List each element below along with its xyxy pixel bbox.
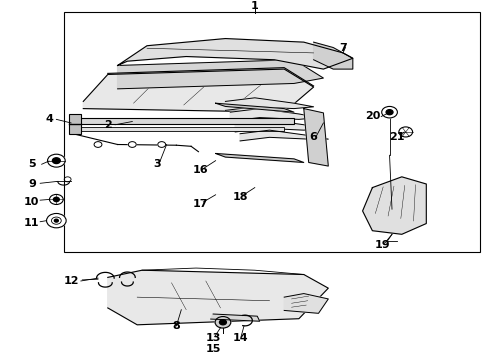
Polygon shape (216, 103, 294, 112)
Text: 21: 21 (389, 132, 405, 142)
Text: 11: 11 (24, 218, 40, 228)
Circle shape (94, 141, 102, 147)
Circle shape (49, 194, 63, 204)
Circle shape (128, 141, 136, 147)
Text: 15: 15 (205, 344, 221, 354)
Text: 4: 4 (45, 114, 53, 124)
Text: 3: 3 (153, 159, 161, 169)
Polygon shape (225, 98, 314, 111)
Bar (78, 118, 294, 125)
Circle shape (47, 213, 66, 228)
Circle shape (215, 316, 231, 328)
Polygon shape (108, 270, 328, 325)
Text: 16: 16 (193, 165, 209, 175)
Polygon shape (314, 42, 353, 69)
Text: 20: 20 (365, 111, 380, 121)
Circle shape (386, 110, 393, 115)
Text: 14: 14 (232, 333, 248, 343)
Polygon shape (304, 109, 328, 166)
Circle shape (54, 219, 58, 222)
Circle shape (399, 127, 413, 137)
Text: 1: 1 (251, 1, 259, 11)
Text: 19: 19 (374, 240, 390, 250)
Text: 5: 5 (28, 159, 36, 169)
Text: 2: 2 (104, 120, 112, 130)
Circle shape (158, 141, 166, 147)
Bar (64, 12, 480, 252)
Polygon shape (284, 293, 328, 313)
Bar (78, 127, 284, 131)
Text: 8: 8 (172, 321, 180, 331)
Text: 18: 18 (232, 192, 248, 202)
Polygon shape (363, 177, 426, 234)
Text: 9: 9 (28, 179, 36, 189)
Text: 6: 6 (310, 132, 318, 142)
Circle shape (382, 107, 397, 118)
Circle shape (52, 158, 60, 163)
Circle shape (220, 320, 226, 325)
Polygon shape (240, 130, 328, 141)
Text: 12: 12 (63, 276, 79, 286)
Bar (69, 114, 81, 134)
Circle shape (53, 197, 59, 202)
Text: 7: 7 (339, 42, 347, 53)
Text: 10: 10 (24, 197, 40, 207)
Circle shape (48, 154, 65, 167)
Polygon shape (118, 39, 353, 69)
Polygon shape (235, 120, 323, 132)
Polygon shape (216, 153, 304, 162)
Polygon shape (230, 109, 318, 121)
Polygon shape (118, 60, 323, 89)
Polygon shape (83, 69, 314, 112)
Polygon shape (211, 314, 260, 321)
Text: 13: 13 (205, 333, 221, 343)
Text: 17: 17 (193, 199, 209, 209)
